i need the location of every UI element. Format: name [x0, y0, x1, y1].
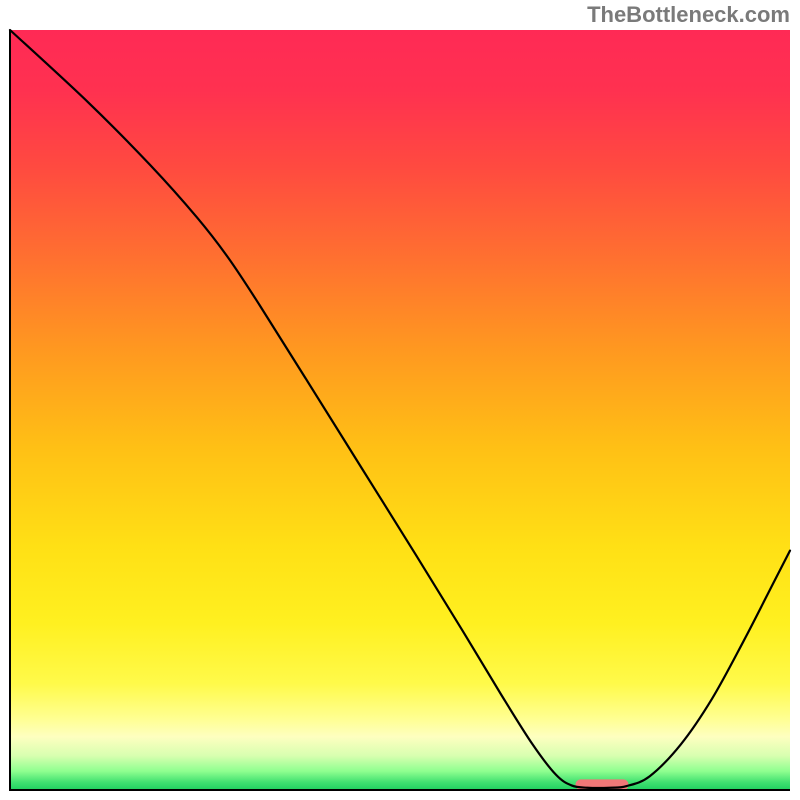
- bottleneck-chart: [0, 0, 800, 800]
- chart-background: [10, 30, 790, 790]
- watermark-text: TheBottleneck.com: [587, 2, 790, 28]
- chart-container: TheBottleneck.com: [0, 0, 800, 800]
